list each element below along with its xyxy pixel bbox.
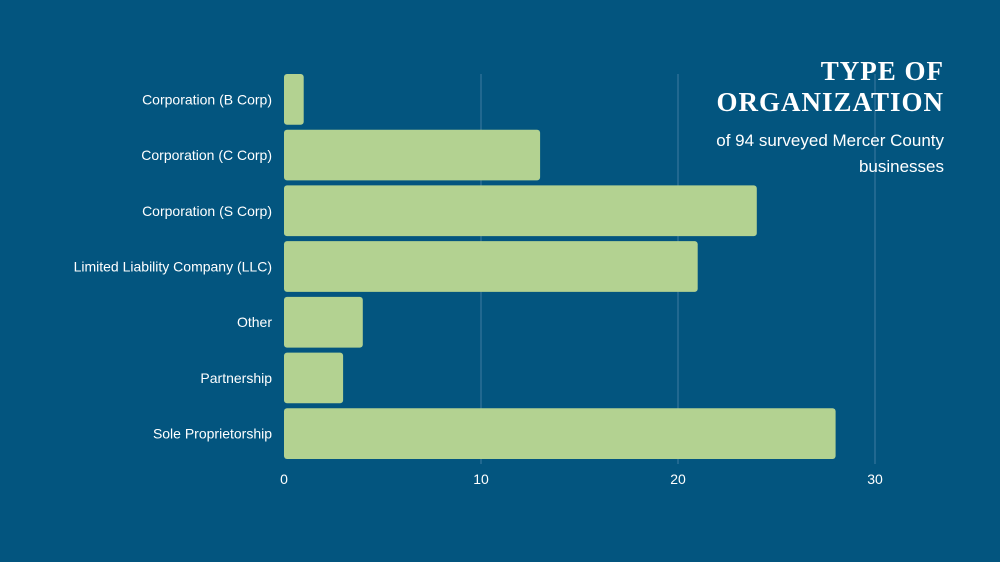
chart-title-line-1: TYPE OF <box>820 56 944 86</box>
bar-6 <box>284 408 836 459</box>
bar-4 <box>284 296 363 348</box>
category-labels: Corporation (B Corp) Corporation (C Corp)… <box>74 91 273 441</box>
category-label-1: Corporation (C Corp) <box>141 147 272 163</box>
bar-3 <box>284 241 698 292</box>
x-tick-labels: 0 10 20 30 <box>280 471 883 487</box>
bar-5 <box>284 352 344 404</box>
category-label-0: Corporation (B Corp) <box>142 91 272 107</box>
bar-0 <box>284 74 304 125</box>
bars <box>284 74 836 459</box>
category-label-2: Corporation (S Corp) <box>142 203 272 219</box>
category-label-5: Partnership <box>200 370 272 386</box>
x-tick-label-20: 20 <box>670 471 686 487</box>
title-block: TYPE OF ORGANIZATION of 94 surveyed Merc… <box>644 56 944 180</box>
category-label-6: Sole Proprietorship <box>153 426 272 442</box>
category-label-3: Limited Liability Company (LLC) <box>74 259 272 275</box>
chart-title-line-2: ORGANIZATION <box>716 87 944 117</box>
bar-1 <box>284 129 541 181</box>
chart-subtitle: of 94 surveyed Mercer County businesses <box>716 131 944 176</box>
x-tick-label-30: 30 <box>867 471 883 487</box>
bar-2 <box>284 185 757 237</box>
x-tick-label-10: 10 <box>473 471 489 487</box>
x-tick-label-0: 0 <box>280 471 288 487</box>
category-label-4: Other <box>237 314 272 330</box>
